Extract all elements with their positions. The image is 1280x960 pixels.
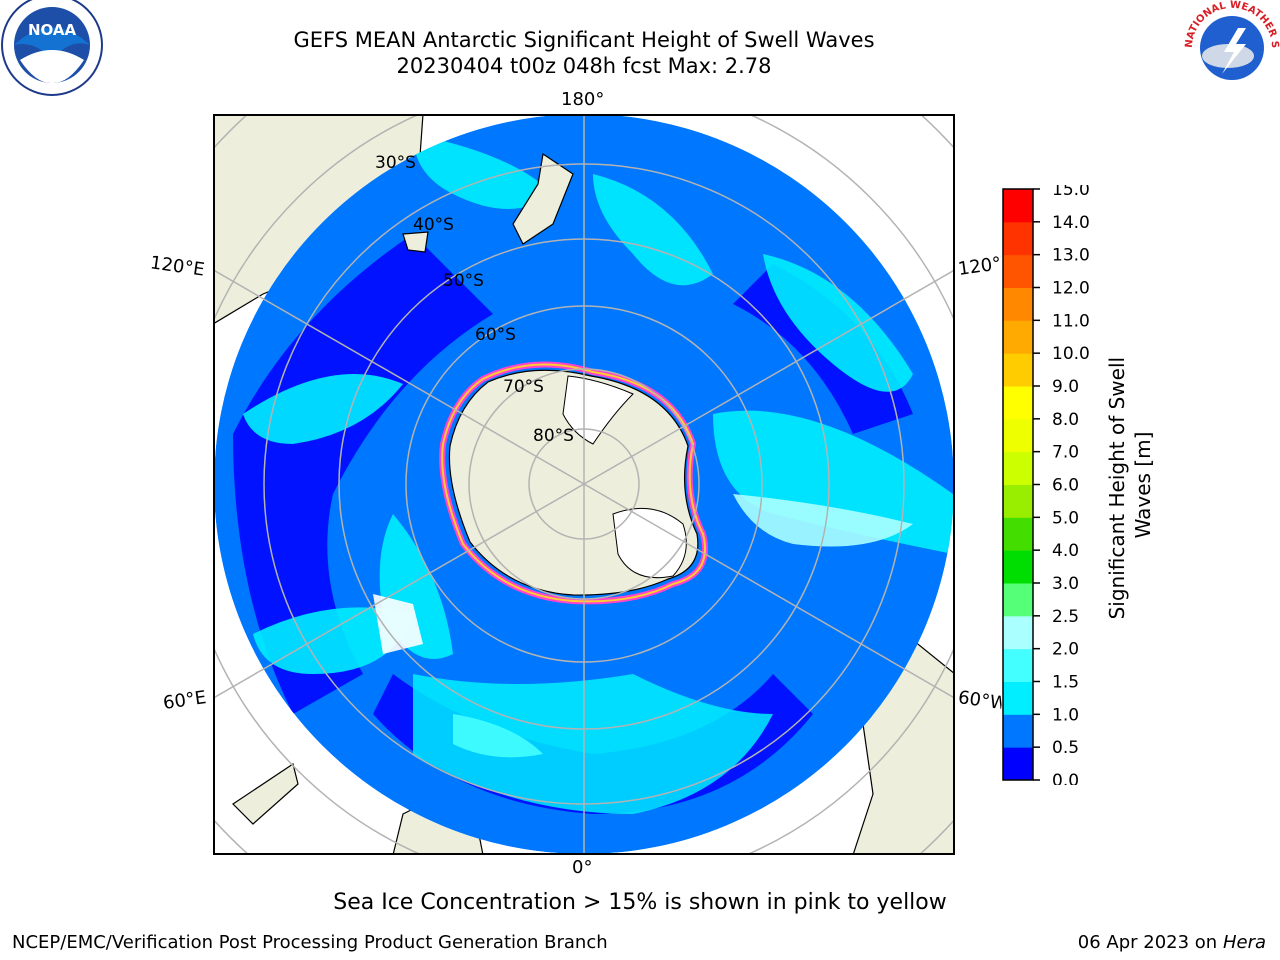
colorbar-swatch bbox=[1003, 747, 1033, 781]
colorbar-tick-label: 9.0 bbox=[1052, 377, 1079, 397]
colorbar-tick-label: 2.5 bbox=[1052, 607, 1079, 627]
graticule bbox=[213, 114, 955, 855]
colorbar-tick-label: 10.0 bbox=[1052, 344, 1090, 364]
kerguelen-ice bbox=[373, 594, 423, 654]
lon-label-60e: 60°E bbox=[161, 687, 208, 714]
swell-band-mid bbox=[253, 607, 413, 674]
svg-text:Significant Height of Swell: Significant Height of Swell Waves [m] bbox=[1105, 351, 1155, 620]
colorbar-swatch bbox=[1003, 353, 1033, 387]
swell-band-mid bbox=[713, 410, 953, 554]
colorbar-title-line2: Waves [m] bbox=[1131, 432, 1155, 539]
footer-host: Hera bbox=[1222, 932, 1266, 953]
lat-label-50s: 50°S bbox=[443, 271, 484, 291]
colorbar-swatch bbox=[1003, 189, 1033, 223]
tasmania-land bbox=[402, 231, 429, 253]
madagascar-land bbox=[232, 763, 299, 825]
colorbar-tick-label: 1.5 bbox=[1052, 673, 1079, 693]
colorbar-swatch bbox=[1003, 648, 1033, 682]
colorbar-swatch bbox=[1003, 681, 1033, 715]
lon-label-180: 180° bbox=[561, 89, 605, 110]
colorbar-tick-label: 8.0 bbox=[1052, 410, 1079, 430]
colorbar-tick-label: 6.0 bbox=[1052, 476, 1079, 496]
swell-band-mid bbox=[413, 134, 553, 209]
lat-label-40s: 40°S bbox=[413, 215, 454, 235]
colorbar-swatch bbox=[1003, 517, 1033, 551]
colorbar-title-line1: Significant Height of Swell bbox=[1105, 357, 1129, 619]
swell-band-low bbox=[233, 234, 493, 714]
chart-title: GEFS MEAN Antarctic Significant Height o… bbox=[293, 28, 875, 52]
colorbar-swatch bbox=[1003, 221, 1033, 256]
colorbar-swatch bbox=[1003, 254, 1033, 288]
noaa-logo: NOAA bbox=[1, 0, 103, 96]
colorbar-tick-label: 13.0 bbox=[1052, 246, 1090, 266]
swell-band-mid bbox=[243, 374, 403, 444]
colorbar-tick-label: 5.0 bbox=[1052, 508, 1079, 528]
chart-subtitle: 20230404 t00z 048h fcst Max: 2.78 bbox=[396, 54, 772, 78]
colorbar-tick-label: 11.0 bbox=[1052, 311, 1090, 331]
colorbar-swatch bbox=[1003, 484, 1033, 518]
new-zealand-land bbox=[512, 152, 574, 245]
colorbar-tick-label: 1.0 bbox=[1052, 705, 1079, 725]
lat-label-80s: 80°S bbox=[533, 426, 574, 446]
colorbar: 0.0 0.5 1.0 1.5 2.0 2.5 3.0 4.0 5.0 6.0 7.0 8.0 9.0 1… bbox=[1002, 185, 1090, 785]
footer-date: 06 Apr 2023 on Hera bbox=[1077, 932, 1266, 953]
colorbar-tick-label: 12.0 bbox=[1052, 279, 1090, 299]
swell-band-high bbox=[733, 494, 913, 547]
colorbar-tick-label: 3.0 bbox=[1052, 574, 1079, 594]
colorbar-swatch bbox=[1003, 615, 1033, 650]
lon-label-120e: 120°E bbox=[148, 252, 206, 281]
colorbar-tick-label: 0.0 bbox=[1052, 771, 1079, 785]
polar-map: 30°S 40°S 50°S 60°S 70°S 80°S bbox=[213, 114, 955, 855]
svg-text:NOAA: NOAA bbox=[28, 21, 77, 39]
lon-label-0: 0° bbox=[572, 857, 593, 878]
swell-band-mid bbox=[593, 174, 713, 286]
colorbar-tick-label: 14.0 bbox=[1052, 213, 1090, 233]
lat-label-70s: 70°S bbox=[503, 377, 544, 397]
sea-ice-edge-yellow bbox=[441, 363, 706, 603]
map-border bbox=[213, 114, 955, 855]
weddell-ice bbox=[612, 507, 687, 579]
swell-band-mid bbox=[413, 674, 773, 814]
colorbar-title: Significant Height of Swell Waves [m] bbox=[1105, 351, 1155, 620]
lat-label-30s: 30°S bbox=[375, 153, 416, 173]
colorbar-tick-label: 0.5 bbox=[1052, 738, 1079, 758]
colorbar-tick-label: 2.0 bbox=[1052, 640, 1079, 660]
colorbar-swatch bbox=[1003, 287, 1033, 321]
colorbar-swatch bbox=[1003, 550, 1033, 584]
colorbar-tick-label: 15.0 bbox=[1052, 185, 1090, 200]
colorbar-swatch bbox=[1003, 320, 1033, 354]
colorbar-swatch bbox=[1003, 714, 1033, 748]
colorbar-tick-label: 4.0 bbox=[1052, 541, 1079, 561]
swell-band-high bbox=[453, 714, 543, 758]
footer-branch: NCEP/EMC/Verification Post Processing Pr… bbox=[12, 932, 608, 953]
colorbar-tick-label: 7.0 bbox=[1052, 443, 1079, 463]
swell-band-mid bbox=[763, 254, 913, 392]
lon-label-120w: 120°W bbox=[956, 253, 1004, 280]
lat-label-60s: 60°S bbox=[475, 325, 516, 345]
colorbar-swatch bbox=[1003, 418, 1033, 453]
colorbar-swatch bbox=[1003, 451, 1033, 485]
lon-label-60w: 60°W bbox=[956, 687, 1004, 714]
nws-logo: NATIONAL WEATHER SERVICE bbox=[1176, 0, 1280, 94]
sea-ice-caption: Sea Ice Concentration > 15% is shown in … bbox=[333, 890, 947, 915]
colorbar-swatch bbox=[1003, 386, 1033, 420]
colorbar-swatch bbox=[1003, 583, 1033, 617]
